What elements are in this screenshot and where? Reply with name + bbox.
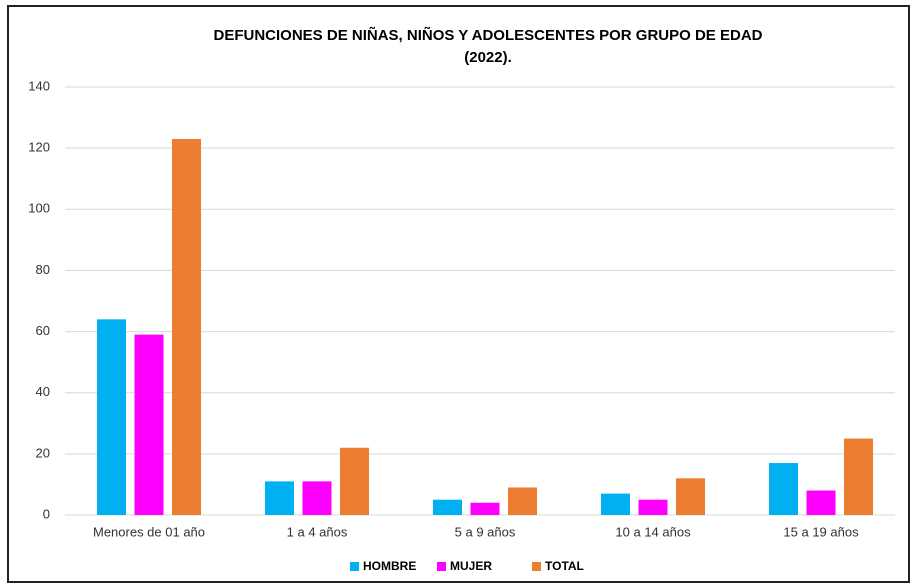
legend-swatch (350, 562, 359, 571)
legend-label: HOMBRE (363, 559, 416, 573)
bar (97, 319, 126, 515)
bar (340, 447, 369, 515)
y-tick-label: 140 (28, 78, 50, 93)
x-tick-label: 10 a 14 años (615, 524, 691, 539)
bar (769, 463, 798, 515)
x-tick-label: 1 a 4 años (287, 524, 348, 539)
y-tick-label: 40 (36, 384, 50, 399)
bar (470, 502, 500, 515)
bar (433, 499, 462, 515)
bar (844, 438, 873, 515)
y-tick-label: 120 (28, 140, 50, 155)
chart-title: (2022). (464, 49, 512, 66)
bar (806, 490, 836, 515)
x-tick-label: Menores de 01 año (93, 524, 205, 539)
legend-label: TOTAL (545, 559, 584, 573)
legend-label: MUJER (450, 559, 492, 573)
bar (172, 138, 201, 515)
y-tick-label: 80 (36, 262, 50, 277)
bar (638, 499, 668, 515)
bar (676, 478, 705, 515)
bar (134, 334, 164, 515)
bar (265, 481, 294, 515)
y-tick-label: 0 (43, 506, 50, 521)
x-tick-label: 5 a 9 años (455, 524, 516, 539)
bar (508, 487, 537, 515)
x-tick-label: 15 a 19 años (783, 524, 859, 539)
y-tick-label: 60 (36, 323, 50, 338)
y-tick-label: 20 (36, 445, 50, 460)
bar (302, 481, 332, 515)
legend-swatch (532, 562, 541, 571)
chart-title: DEFUNCIONES DE NIÑAS, NIÑOS Y ADOLESCENT… (214, 26, 763, 44)
bar (601, 493, 630, 515)
y-tick-label: 100 (28, 201, 50, 216)
legend-swatch (437, 562, 446, 571)
